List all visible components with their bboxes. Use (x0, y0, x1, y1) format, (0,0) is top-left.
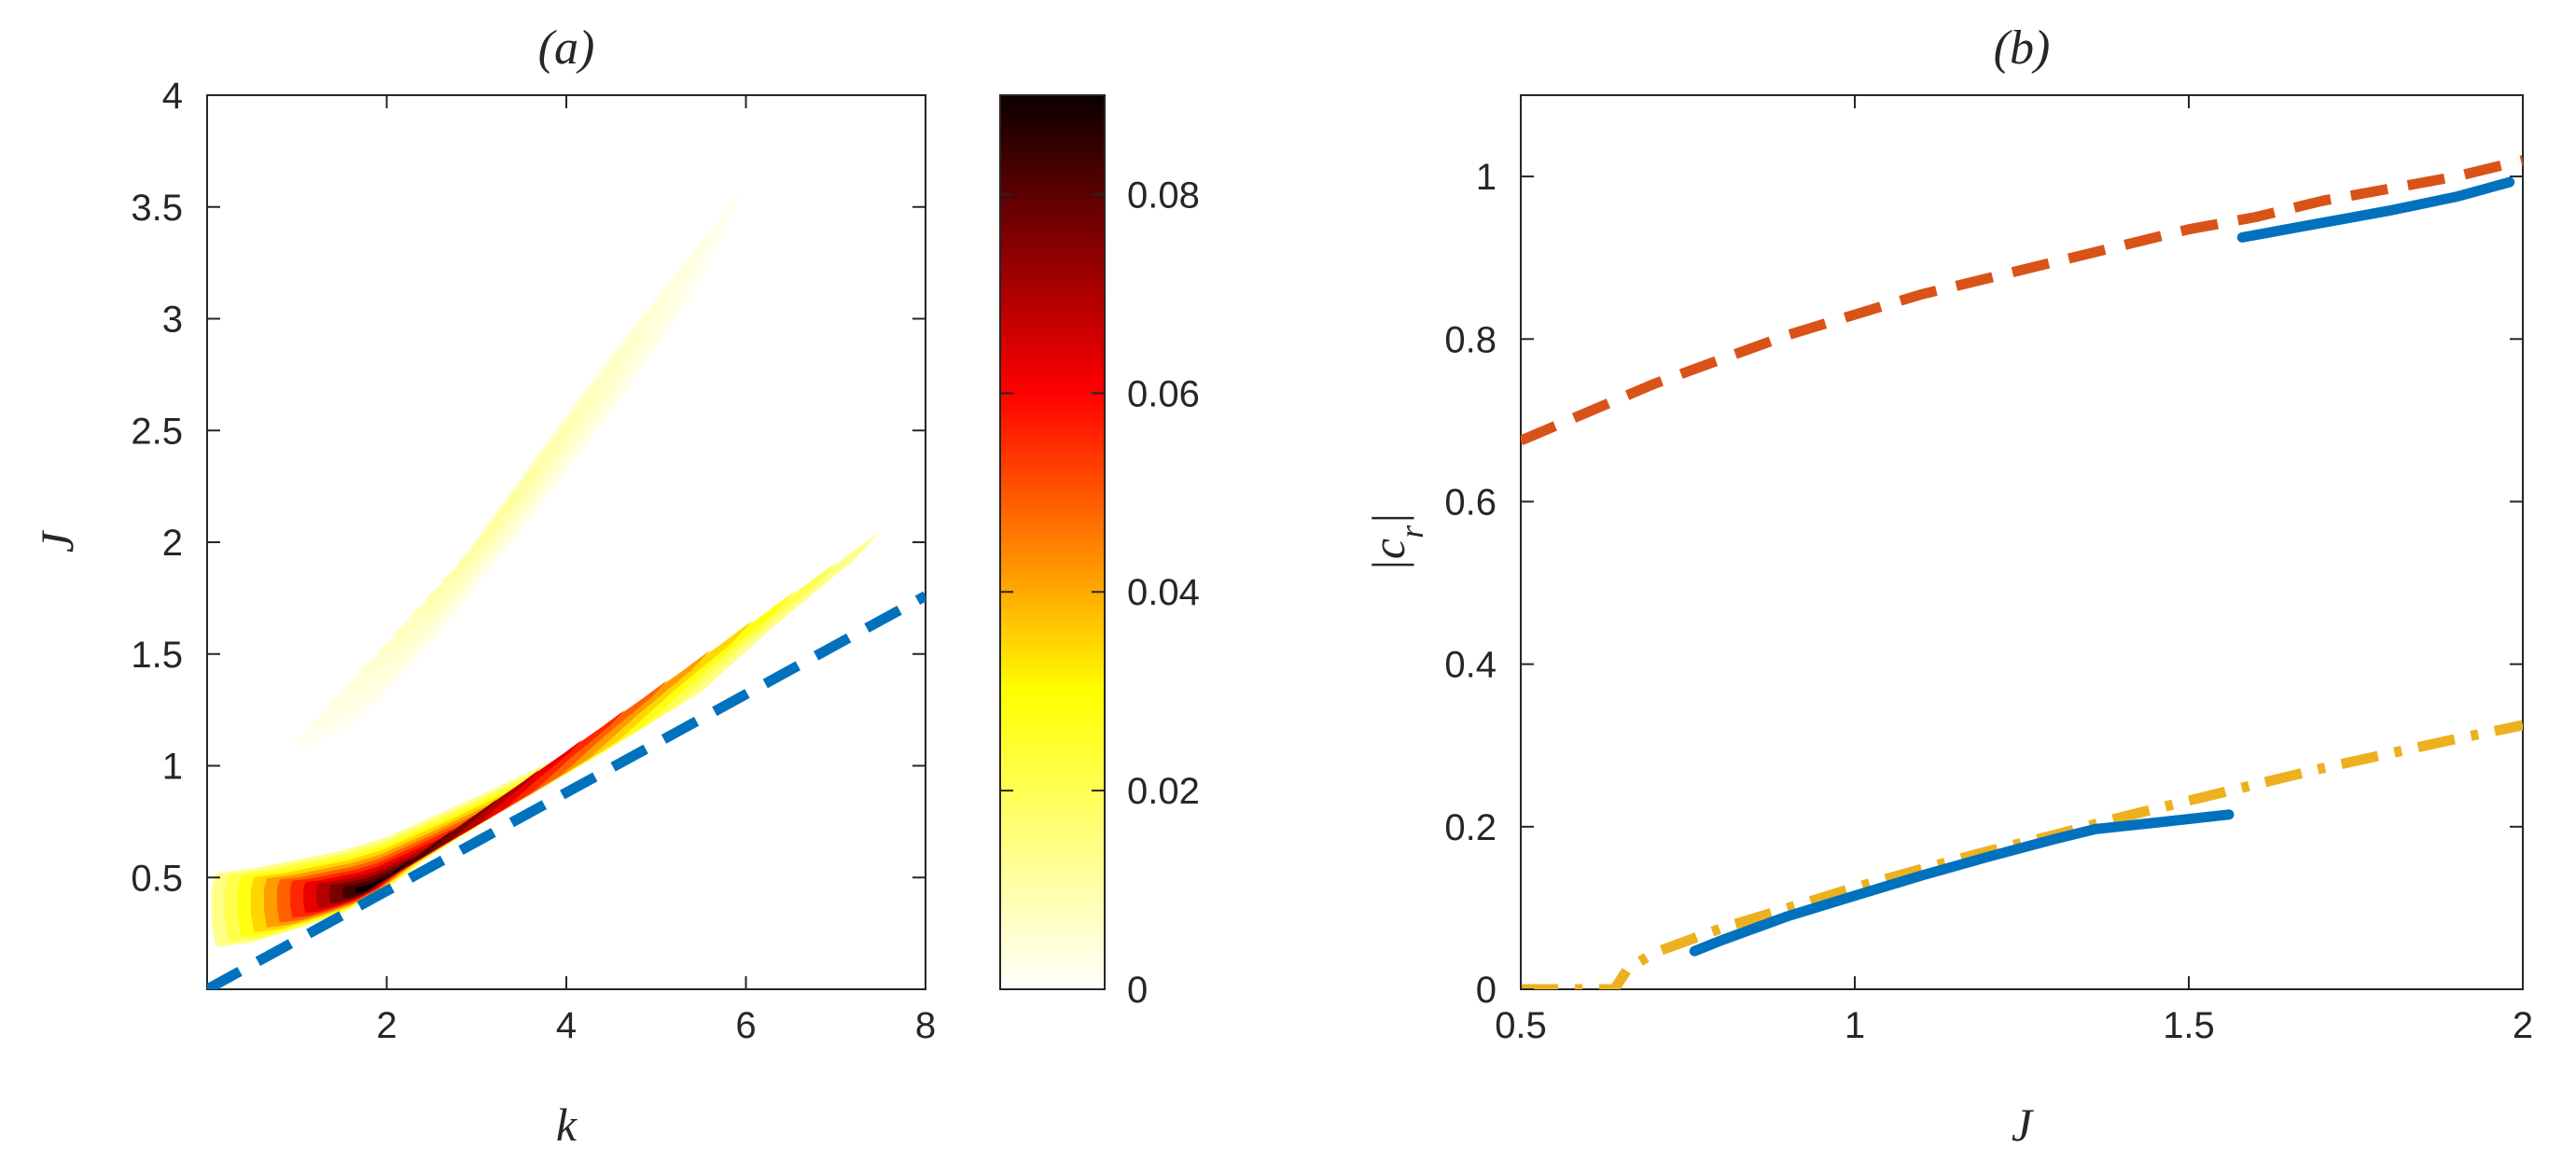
panel-a-ytick-label: 1 (162, 747, 183, 788)
colorbar-tick-label: 0.06 (1127, 373, 1200, 414)
panel-b-ytick-label: 0 (1476, 970, 1497, 1011)
panel-b-xlabel: J (2012, 1098, 2035, 1151)
panel-a-xtick-label: 4 (556, 1005, 577, 1046)
panel-a-ytick-label: 1.5 (131, 635, 183, 676)
panel-a-heatmap (211, 184, 881, 947)
heatmap-band-lower-tongue-0 (211, 531, 881, 947)
panel-b-series-2 (1521, 720, 2523, 989)
heatmap-band-lower-tongue-9 (329, 799, 497, 903)
panel-a: (a) 2 4 6 8 0.5 1 1.5 2 2.5 3 3.5 4 k J (31, 21, 936, 1151)
panel-b-xtick-label: 1 (1845, 1005, 1865, 1046)
panel-b-axes-box (1520, 94, 2524, 990)
panel-b-ytick-label: 1 (1476, 157, 1497, 198)
colorbar-tick-label: 0.08 (1127, 175, 1200, 216)
panel-a-ytick-label: 2.5 (131, 411, 183, 452)
heatmap-band-lower-tongue-7 (303, 739, 582, 914)
panel-b-xtick-label: 1.5 (2163, 1005, 2215, 1046)
panel-b-ytick-label: 0.4 (1444, 645, 1497, 686)
heatmap-band-lower-tongue-1 (224, 561, 839, 943)
panel-a-x-ticks: 2 4 6 8 (376, 95, 936, 1046)
heatmap-band-lower-tongue-6 (290, 709, 625, 918)
panel-a-xtick-label: 8 (915, 1005, 936, 1046)
panel-a-title: (a) (538, 21, 595, 75)
panel-b-xtick-label: 2 (2513, 1005, 2533, 1046)
heatmap-band-lower-tongue-5 (277, 679, 668, 923)
colorbar-ticks: 0 0.02 0.04 0.06 0.08 (1000, 175, 1200, 1011)
panel-a-ylabel: J (31, 529, 83, 553)
panel-a-ytick-label: 4 (162, 76, 183, 117)
heatmap-band-lower-tongue-2 (237, 590, 796, 938)
colorbar: 0 0.02 0.04 0.06 0.08 (999, 94, 1200, 1011)
panel-b-series (1521, 155, 2523, 989)
heatmap-band-lower-tongue-11 (355, 859, 411, 894)
panel-b: (b) 0.5 1 1.5 2 0 0.2 0.4 0.6 0.8 1 J |cr| (1362, 21, 2533, 1151)
panel-b-series-1 (2236, 176, 2515, 243)
heatmap-band-lower-tongue-10 (342, 829, 454, 899)
colorbar-tick-label: 0 (1127, 970, 1148, 1011)
panel-a-axes-box (206, 94, 926, 990)
panel-b-series-0 (1521, 155, 2523, 446)
panel-b-ylabel: |cr| (1362, 512, 1430, 572)
panel-a-ytick-label: 3 (162, 300, 183, 341)
heatmap-band-lower-tongue-4 (264, 650, 710, 928)
heatmap-band-upper-tongue-2 (325, 241, 703, 711)
panel-a-xlabel: k (556, 1098, 578, 1151)
colorbar-tick-label: 0.02 (1127, 771, 1200, 812)
panel-a-ytick-label: 0.5 (131, 858, 183, 899)
colorbar-tick-label: 0.04 (1127, 572, 1200, 613)
panel-a-xtick-label: 6 (735, 1005, 756, 1046)
heatmap-band-lower-tongue-3 (250, 620, 753, 932)
panel-a-y-ticks: 0.5 1 1.5 2 2.5 3 3.5 4 (131, 76, 926, 899)
panel-a-ytick-label: 3.5 (131, 188, 183, 229)
panel-b-series-3 (1689, 809, 2235, 957)
heatmap-band-upper-tongue-6 (391, 356, 619, 637)
panel-b-x-ticks: 0.5 1 1.5 2 (1495, 95, 2533, 1046)
panel-a-ytick-label: 2 (162, 523, 183, 564)
heatmap-band-upper-tongue-7 (408, 384, 598, 620)
panel-b-ytick-label: 0.2 (1444, 807, 1497, 848)
panel-a-series (207, 591, 926, 989)
heatmap-band-upper-tongue-10 (457, 469, 534, 564)
heatmap-band-lower-tongue-8 (316, 769, 540, 908)
panel-b-xtick-label: 0.5 (1495, 1005, 1547, 1046)
panel-a-series-0 (207, 591, 926, 989)
panel-b-y-ticks: 0 0.2 0.4 0.6 0.8 1 (1444, 157, 2523, 1011)
panel-b-ytick-label: 0.8 (1444, 319, 1497, 360)
colorbar-gradient (999, 94, 1106, 990)
panel-a-xtick-label: 2 (376, 1005, 397, 1046)
panel-b-title: (b) (1994, 21, 2051, 75)
panel-b-ytick-label: 0.6 (1444, 482, 1497, 523)
